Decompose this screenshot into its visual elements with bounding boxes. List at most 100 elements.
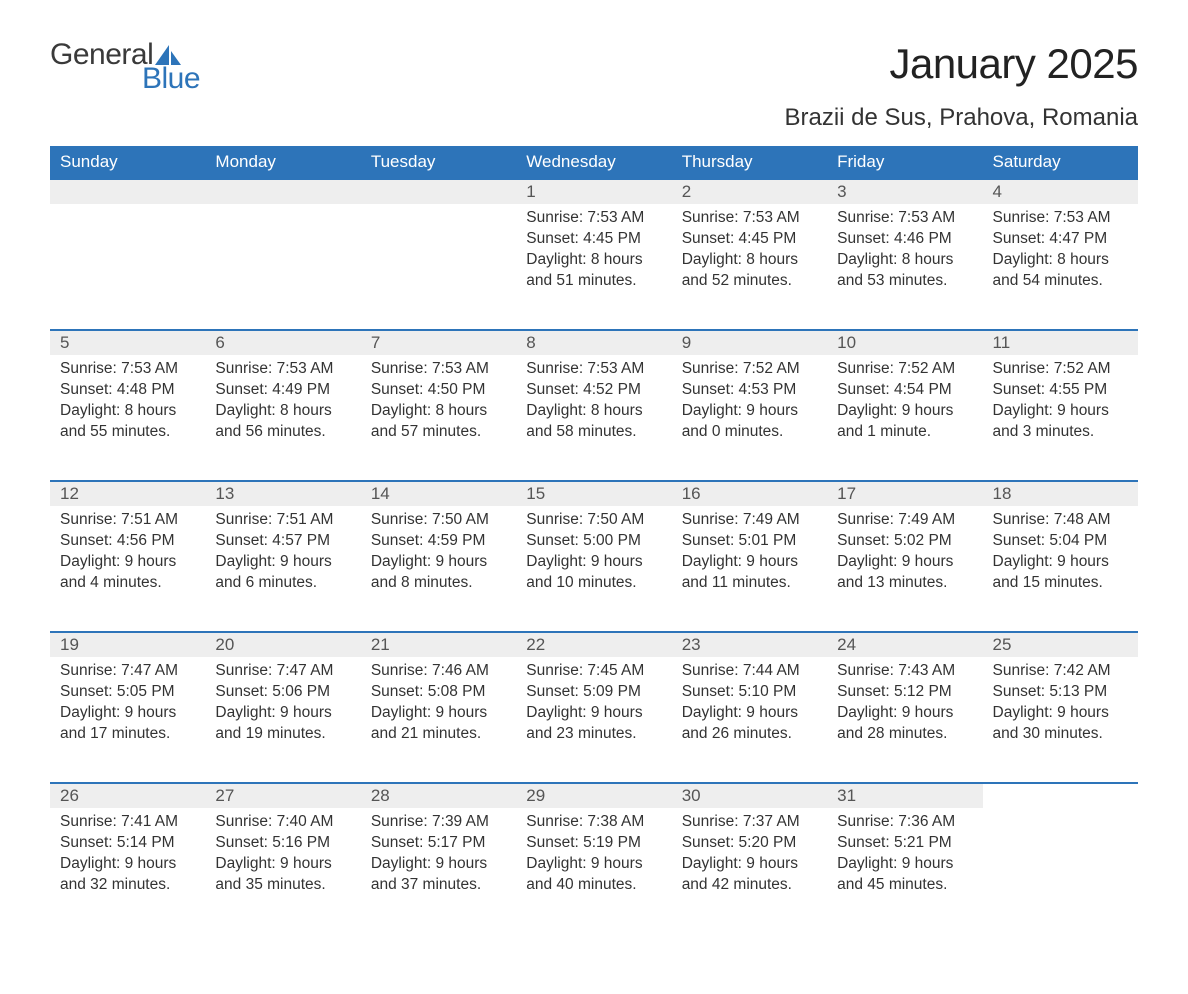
day-data-cell: Sunrise: 7:51 AMSunset: 4:57 PMDaylight:… xyxy=(205,506,360,632)
day-ss: Sunset: 5:06 PM xyxy=(215,682,350,703)
day-d1: Daylight: 9 hours xyxy=(526,552,661,573)
day-d1: Daylight: 8 hours xyxy=(837,250,972,271)
day-d2: and 23 minutes. xyxy=(526,724,661,745)
month-title: January 2025 xyxy=(889,40,1138,88)
week-data-row: Sunrise: 7:47 AMSunset: 5:05 PM Daylight:… xyxy=(50,657,1138,783)
day-d1: Daylight: 9 hours xyxy=(60,854,195,875)
day-sr: Sunrise: 7:42 AM xyxy=(993,661,1128,682)
day-data-cell: Sunrise: 7:53 AMSunset: 4:52 PMDaylight:… xyxy=(516,355,671,481)
day-d2: and 21 minutes. xyxy=(371,724,506,745)
day-data-cell: Sunrise: 7:38 AMSunset: 5:19 PMDaylight:… xyxy=(516,808,671,934)
day-number-cell: 5 xyxy=(50,330,205,355)
day-number-cell: 7 xyxy=(361,330,516,355)
day-data-cell: Sunrise: 7:50 AMSunset: 4:59 PMDaylight:… xyxy=(361,506,516,632)
day-sr: Sunrise: 7:51 AM xyxy=(60,510,195,531)
day-d2: and 11 minutes. xyxy=(682,573,817,594)
day-d1: Daylight: 9 hours xyxy=(993,401,1128,422)
day-number-cell xyxy=(361,179,516,204)
day-ss: Sunset: 5:16 PM xyxy=(215,833,350,854)
day-number-cell: 1 xyxy=(516,179,671,204)
day-d2: and 28 minutes. xyxy=(837,724,972,745)
day-sr: Sunrise: 7:52 AM xyxy=(837,359,972,380)
day-number-cell: 26 xyxy=(50,783,205,808)
day-d2: and 1 minute. xyxy=(837,422,972,443)
day-ss: Sunset: 5:02 PM xyxy=(837,531,972,552)
day-d1: Daylight: 9 hours xyxy=(371,552,506,573)
day-data-cell: Sunrise: 7:53 AMSunset: 4:45 PMDaylight:… xyxy=(672,204,827,330)
day-ss: Sunset: 5:04 PM xyxy=(993,531,1128,552)
day-d1: Daylight: 9 hours xyxy=(682,703,817,724)
day-ss: Sunset: 4:57 PM xyxy=(215,531,350,552)
day-d2: and 8 minutes. xyxy=(371,573,506,594)
day-data-cell: Sunrise: 7:40 AMSunset: 5:16 PMDaylight:… xyxy=(205,808,360,934)
week-number-row: 567891011 xyxy=(50,330,1138,355)
day-d1: Daylight: 9 hours xyxy=(215,854,350,875)
day-data-cell: Sunrise: 7:49 AMSunset: 5:02 PMDaylight:… xyxy=(827,506,982,632)
day-d1: Daylight: 9 hours xyxy=(993,552,1128,573)
day-sr: Sunrise: 7:52 AM xyxy=(993,359,1128,380)
day-number-cell: 19 xyxy=(50,632,205,657)
day-number-cell: 11 xyxy=(983,330,1138,355)
day-ss: Sunset: 5:05 PM xyxy=(60,682,195,703)
day-d1: Daylight: 9 hours xyxy=(682,552,817,573)
day-d2: and 58 minutes. xyxy=(526,422,661,443)
day-sr: Sunrise: 7:47 AM xyxy=(60,661,195,682)
day-sr: Sunrise: 7:45 AM xyxy=(526,661,661,682)
day-sr: Sunrise: 7:53 AM xyxy=(526,208,661,229)
day-sr: Sunrise: 7:37 AM xyxy=(682,812,817,833)
day-d2: and 45 minutes. xyxy=(837,875,972,896)
day-d1: Daylight: 9 hours xyxy=(371,703,506,724)
header-row: General Blue January 2025 xyxy=(50,40,1138,94)
day-data-cell: Sunrise: 7:47 AMSunset: 5:06 PMDaylight:… xyxy=(205,657,360,783)
week-data-row: Sunrise: 7:41 AMSunset: 5:14 PMDaylight:… xyxy=(50,808,1138,934)
location-line: Brazii de Sus, Prahova, Romania xyxy=(50,104,1138,132)
day-d1: Daylight: 9 hours xyxy=(215,552,350,573)
day-sr: Sunrise: 7:39 AM xyxy=(371,812,506,833)
day-d1: Daylight: 8 hours xyxy=(60,401,195,422)
day-ss: Sunset: 4:53 PM xyxy=(682,380,817,401)
day-sr: Sunrise: 7:53 AM xyxy=(526,359,661,380)
day-d1: Daylight: 9 hours xyxy=(215,703,350,724)
day-d1: Daylight: 9 hours xyxy=(526,703,661,724)
day-data-cell: Sunrise: 7:52 AMSunset: 4:55 PMDaylight:… xyxy=(983,355,1138,481)
day-number-cell: 25 xyxy=(983,632,1138,657)
day-sr: Sunrise: 7:49 AM xyxy=(837,510,972,531)
brand-logo: General Blue xyxy=(50,40,200,94)
week-data-row: Sunrise: 7:53 AMSunset: 4:48 PMDaylight:… xyxy=(50,355,1138,481)
day-d1: Daylight: 9 hours xyxy=(837,552,972,573)
day-d2: and 15 minutes. xyxy=(993,573,1128,594)
week-number-row: 1234 xyxy=(50,179,1138,204)
day-ss: Sunset: 4:45 PM xyxy=(526,229,661,250)
day-d2: and 54 minutes. xyxy=(993,271,1128,292)
day-number-cell: 31 xyxy=(827,783,982,808)
day-ss: Sunset: 5:20 PM xyxy=(682,833,817,854)
day-data-cell: Sunrise: 7:52 AMSunset: 4:53 PMDaylight:… xyxy=(672,355,827,481)
day-data-cell: Sunrise: 7:42 AMSunset: 5:13 PMDaylight:… xyxy=(983,657,1138,783)
day-number-cell: 9 xyxy=(672,330,827,355)
day-sr: Sunrise: 7:40 AM xyxy=(215,812,350,833)
day-data-cell: Sunrise: 7:47 AMSunset: 5:05 PMDaylight:… xyxy=(50,657,205,783)
day-ss: Sunset: 4:46 PM xyxy=(837,229,972,250)
day-data-cell: Sunrise: 7:53 AMSunset: 4:49 PMDaylight:… xyxy=(205,355,360,481)
day-number-cell: 20 xyxy=(205,632,360,657)
day-number-cell: 15 xyxy=(516,481,671,506)
day-sr: Sunrise: 7:53 AM xyxy=(215,359,350,380)
day-sr: Sunrise: 7:53 AM xyxy=(60,359,195,380)
day-number-cell: 14 xyxy=(361,481,516,506)
day-sr: Sunrise: 7:44 AM xyxy=(682,661,817,682)
day-number-cell: 24 xyxy=(827,632,982,657)
day-sr: Sunrise: 7:48 AM xyxy=(993,510,1128,531)
day-sr: Sunrise: 7:52 AM xyxy=(682,359,817,380)
day-data-cell xyxy=(205,204,360,330)
day-ss: Sunset: 4:52 PM xyxy=(526,380,661,401)
day-data-cell: Sunrise: 7:53 AMSunset: 4:45 PMDaylight:… xyxy=(516,204,671,330)
day-sr: Sunrise: 7:43 AM xyxy=(837,661,972,682)
weekday-header: Monday xyxy=(205,146,360,179)
day-number-cell: 30 xyxy=(672,783,827,808)
day-number-cell: 28 xyxy=(361,783,516,808)
day-data-cell: Sunrise: 7:41 AMSunset: 5:14 PMDaylight:… xyxy=(50,808,205,934)
day-d1: Daylight: 8 hours xyxy=(526,401,661,422)
day-ss: Sunset: 5:12 PM xyxy=(837,682,972,703)
day-d1: Daylight: 9 hours xyxy=(837,854,972,875)
weekday-header: Wednesday xyxy=(516,146,671,179)
